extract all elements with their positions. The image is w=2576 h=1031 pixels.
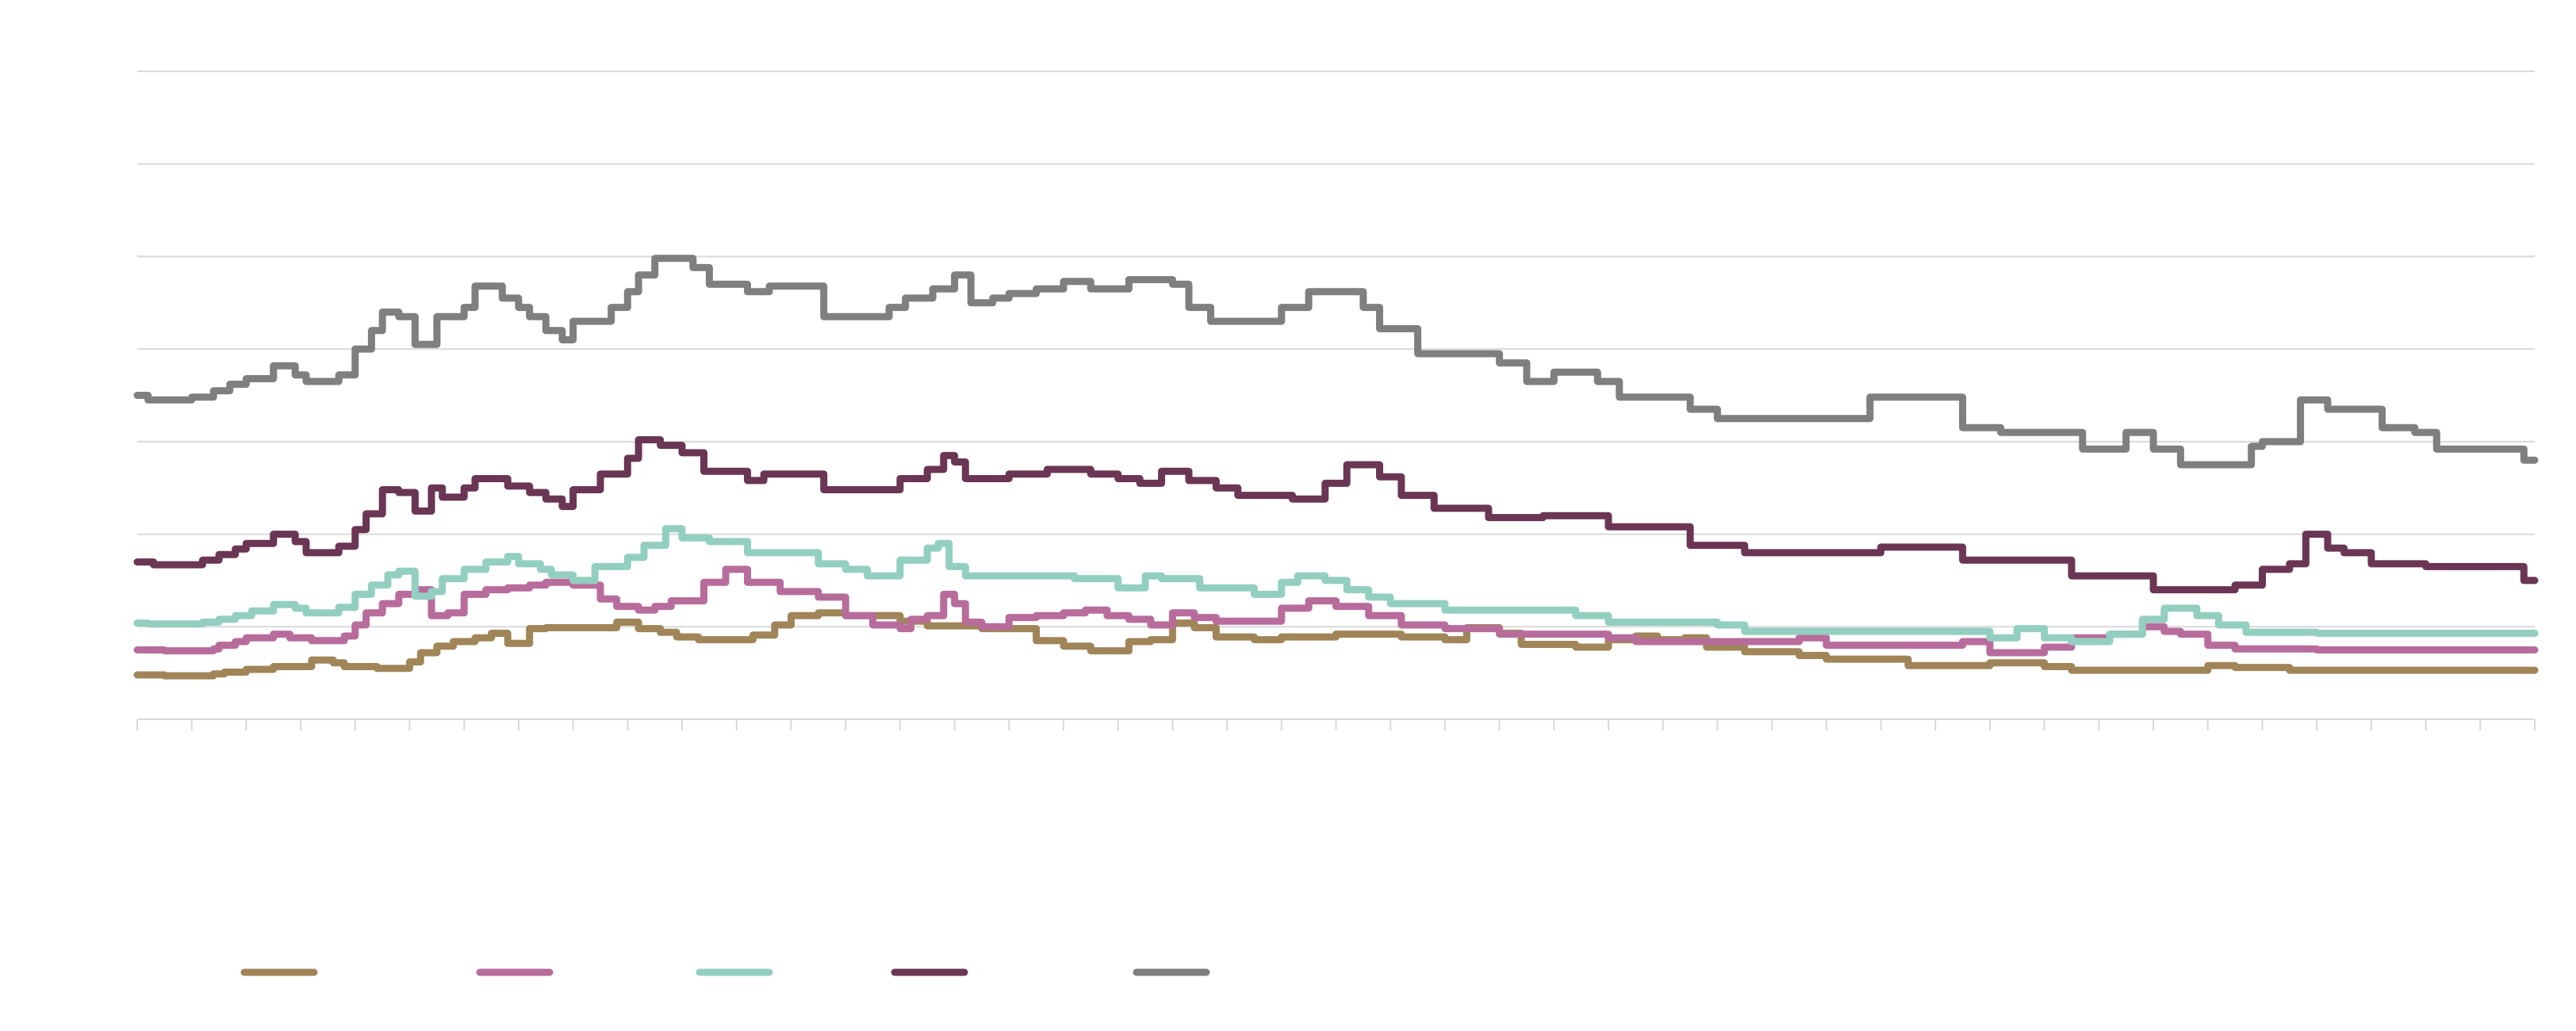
series-line-5 <box>133 255 2539 469</box>
series-line-2 <box>133 565 2539 657</box>
x-axis <box>136 719 2536 730</box>
series-line-3 <box>133 525 2539 646</box>
gridlines <box>137 71 2535 628</box>
series-line-4 <box>133 436 2539 594</box>
series-lines <box>133 255 2539 680</box>
series-line-1 <box>133 609 2539 680</box>
